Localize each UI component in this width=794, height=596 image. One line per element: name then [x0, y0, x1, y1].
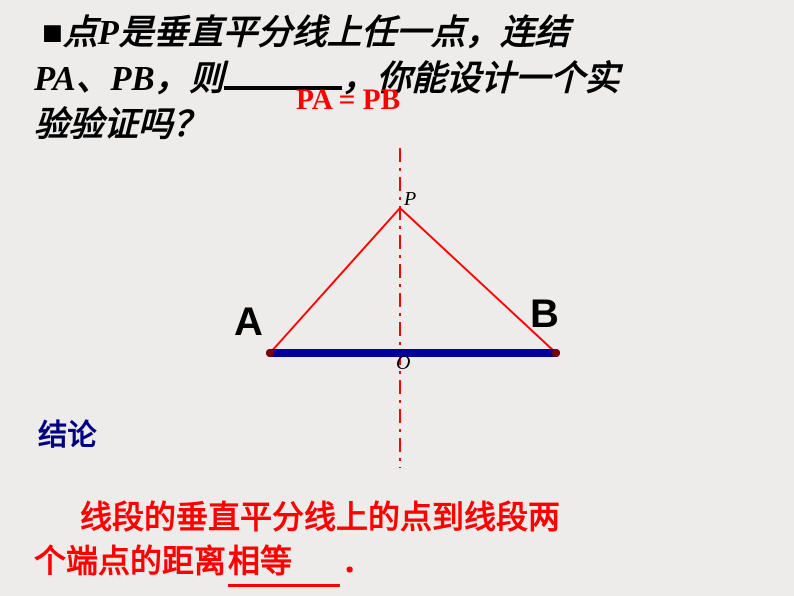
- answer-text: PA = PB: [296, 84, 400, 116]
- answer-pa-eq-pb: PA = PB: [296, 84, 400, 117]
- label-p: P: [404, 188, 416, 211]
- label-a: A: [234, 300, 263, 345]
- label-b: B: [530, 292, 559, 337]
- conclusion-l1-text: 线段的垂直平分线上的点到线段两: [80, 499, 560, 535]
- conclusion-line-2: 个端点的距离相等 ．: [34, 536, 374, 587]
- conclusion-fill: 相等: [228, 536, 340, 587]
- label-b-text: B: [530, 292, 559, 336]
- label-o-text: O: [396, 352, 410, 374]
- jielun-text: 结论: [38, 420, 97, 452]
- conclusion-l2-post: ．: [342, 543, 374, 579]
- conclusion-l2-pre: 个端点的距离: [34, 543, 226, 579]
- conclusion-fill-text: 相等: [228, 543, 292, 579]
- point-b: [552, 349, 560, 357]
- q2-pre: PA、PB，则: [34, 60, 224, 98]
- label-o: O: [396, 352, 410, 375]
- question-line-3: 验验证吗？: [34, 96, 207, 146]
- label-a-text: A: [234, 300, 263, 344]
- q1-text: ■点P是垂直平分线上任一点，连结: [42, 14, 569, 52]
- segment-pa: [270, 208, 400, 353]
- q3-text: 验验证吗？: [34, 106, 207, 144]
- label-p-text: P: [404, 188, 416, 210]
- conclusion-line-1: 线段的垂直平分线上的点到线段两: [80, 492, 560, 538]
- jielun-label: 结论: [38, 412, 97, 454]
- point-a: [266, 349, 274, 357]
- question-line-1: ■点P是垂直平分线上任一点，连结: [42, 4, 569, 54]
